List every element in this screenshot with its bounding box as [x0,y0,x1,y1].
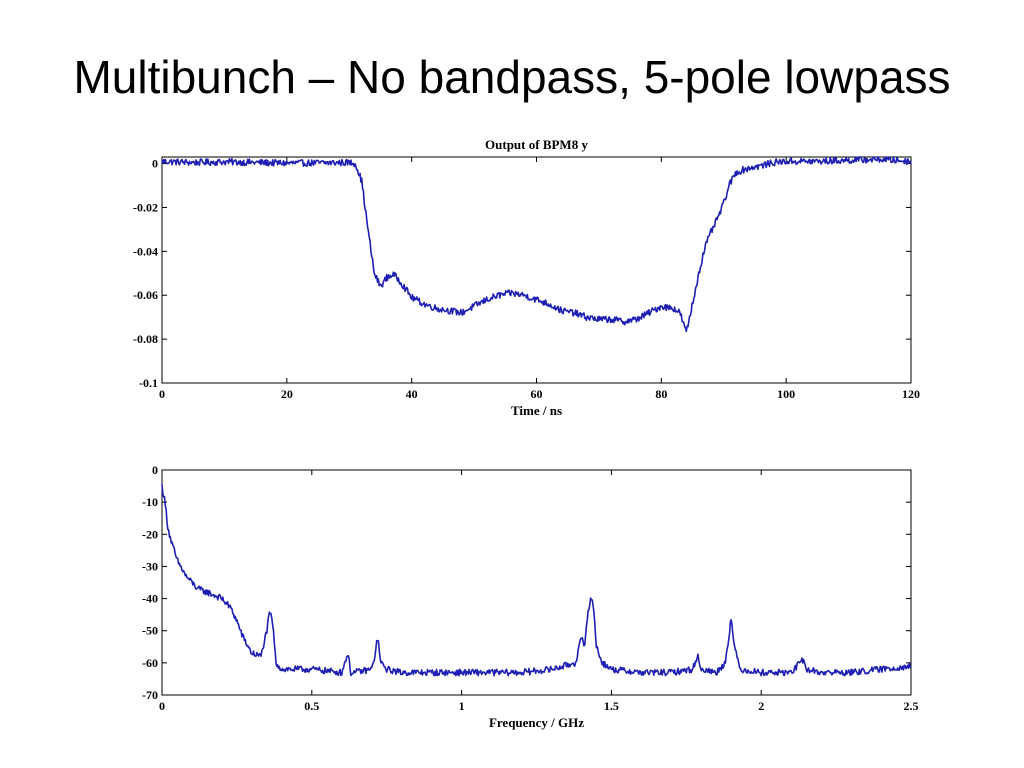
x-tick-label: 80 [655,387,667,401]
y-tick-label: -60 [142,656,158,670]
y-tick-label: -0.02 [133,200,158,214]
x-tick-label: 0 [159,387,165,401]
chart-title: Output of BPM8 y [485,137,588,152]
x-tick-label: 120 [902,387,920,401]
x-tick-label: 40 [406,387,418,401]
y-tick-label: 0 [152,463,158,477]
y-tick-label: 0 [152,157,158,171]
y-tick-label: -50 [142,624,158,638]
plot-frame [161,469,912,696]
x-tick-label: 20 [281,387,293,401]
series-line [161,156,912,333]
x-tick-label: 0 [159,699,165,713]
x-tick-label: 60 [531,387,543,401]
slide-title: Multibunch – No bandpass, 5-pole lowpass [73,51,951,103]
x-axis-label: Frequency / GHz [489,715,584,730]
x-tick-label: 1 [459,699,465,713]
y-tick-label: -0.1 [139,376,158,390]
y-tick-label: -40 [142,592,158,606]
y-tick-label: -70 [142,688,158,702]
time-domain-chart: 0 20 40 60 80 100 120 0 -0.02 -0.04 -0.06 -0.08 -0.1… [133,137,920,418]
y-tick-label: -30 [142,559,158,573]
y-tick-label: -0.08 [133,332,158,346]
y-tick-label: -0.04 [133,244,158,258]
y-tick-label: -10 [142,495,158,509]
x-tick-label: 2.5 [904,699,919,713]
series-line [161,484,912,677]
plot-frame [161,156,912,384]
x-tick-label: 1.5 [604,699,619,713]
y-tick-label: -0.06 [133,288,158,302]
x-tick-label: 2 [758,699,764,713]
x-tick-label: 0.5 [304,699,319,713]
y-tick-label: -20 [142,527,158,541]
frequency-domain-chart: 0 0.5 1 1.5 2 2.5 0 -10 -20 -30 -40 -50 -60 -70 Freque… [142,463,919,730]
x-tick-label: 100 [777,387,795,401]
x-axis-label: Time / ns [511,403,562,418]
